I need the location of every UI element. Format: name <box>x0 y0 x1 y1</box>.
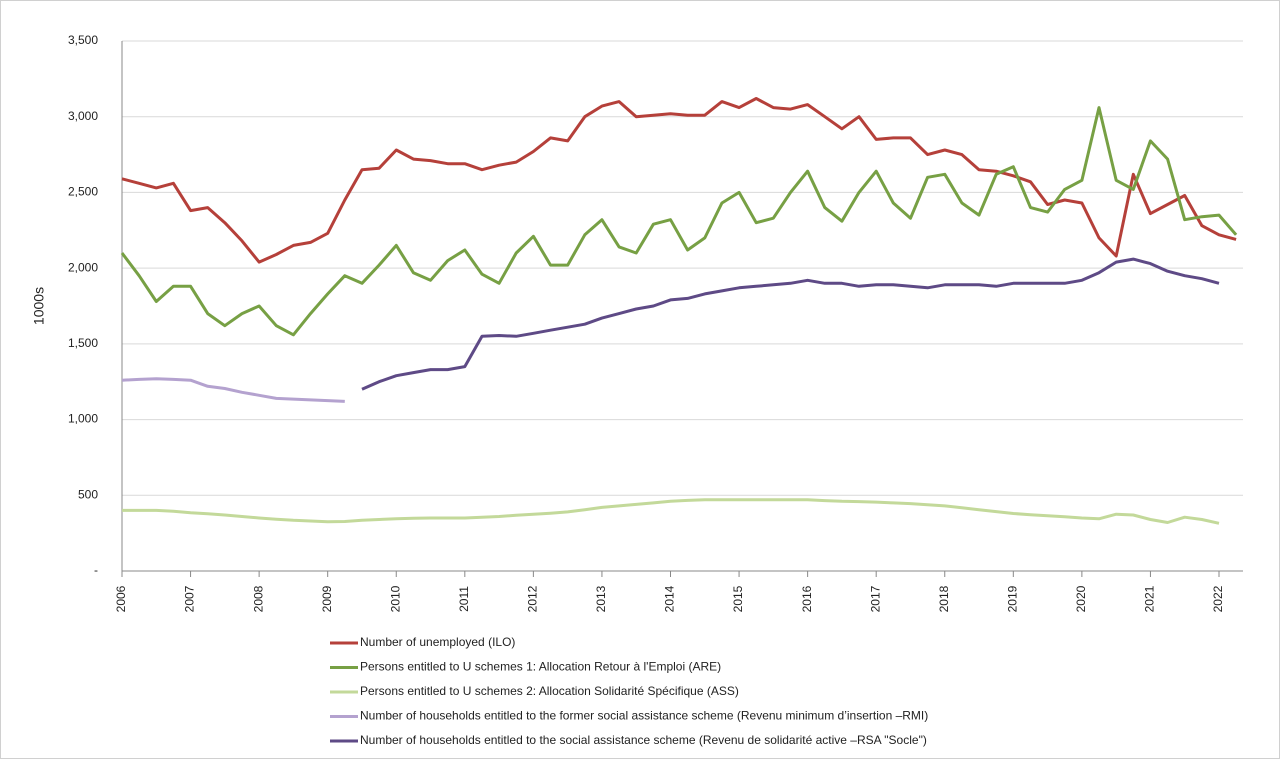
y-tick-label: 500 <box>78 487 98 501</box>
y-axis-label: 1000s <box>31 287 47 325</box>
x-tick-label: 2012 <box>526 585 540 612</box>
y-tick-label: 3,000 <box>68 109 98 123</box>
series-line <box>361 257 1220 391</box>
x-tick-label: 2014 <box>663 585 677 612</box>
y-tick-label: 3,500 <box>68 33 98 47</box>
legend-label: Persons entitled to U schemes 2: Allocat… <box>360 684 739 698</box>
y-tick-label: 2,000 <box>68 260 98 274</box>
y-tick-label: 1,000 <box>68 412 98 426</box>
x-tick-label: 2022 <box>1211 585 1225 612</box>
y-tick-label: - <box>94 563 98 577</box>
x-tick-label: 2021 <box>1143 585 1157 612</box>
x-tick-label: 2018 <box>937 585 951 612</box>
legend-label: Number of unemployed (ILO) <box>360 635 515 649</box>
x-tick-label: 2019 <box>1005 585 1019 612</box>
x-tick-label: 2015 <box>731 585 745 612</box>
legend-label: Number of households entitled to the soc… <box>360 733 927 747</box>
series-line <box>121 377 345 403</box>
x-tick-label: 2020 <box>1074 585 1088 612</box>
x-tick-label: 2013 <box>594 585 608 612</box>
x-tick-label: 2008 <box>251 585 265 612</box>
series-line <box>121 97 1237 264</box>
x-tick-label: 2011 <box>457 586 471 612</box>
y-tick-label: 1,500 <box>68 336 98 350</box>
x-tick-label: 2016 <box>800 585 814 612</box>
legend-label: Number of households entitled to the for… <box>360 709 928 723</box>
series-line <box>122 498 1220 525</box>
legend-label: Persons entitled to U schemes 1: Allocat… <box>360 660 721 674</box>
x-tick-label: 2017 <box>868 585 882 612</box>
x-tick-label: 2007 <box>183 585 197 612</box>
y-tick-label: 2,500 <box>68 185 98 199</box>
series-line <box>120 106 1238 337</box>
x-tick-label: 2006 <box>114 585 128 612</box>
x-tick-label: 2009 <box>320 585 334 612</box>
x-tick-label: 2010 <box>388 585 402 612</box>
